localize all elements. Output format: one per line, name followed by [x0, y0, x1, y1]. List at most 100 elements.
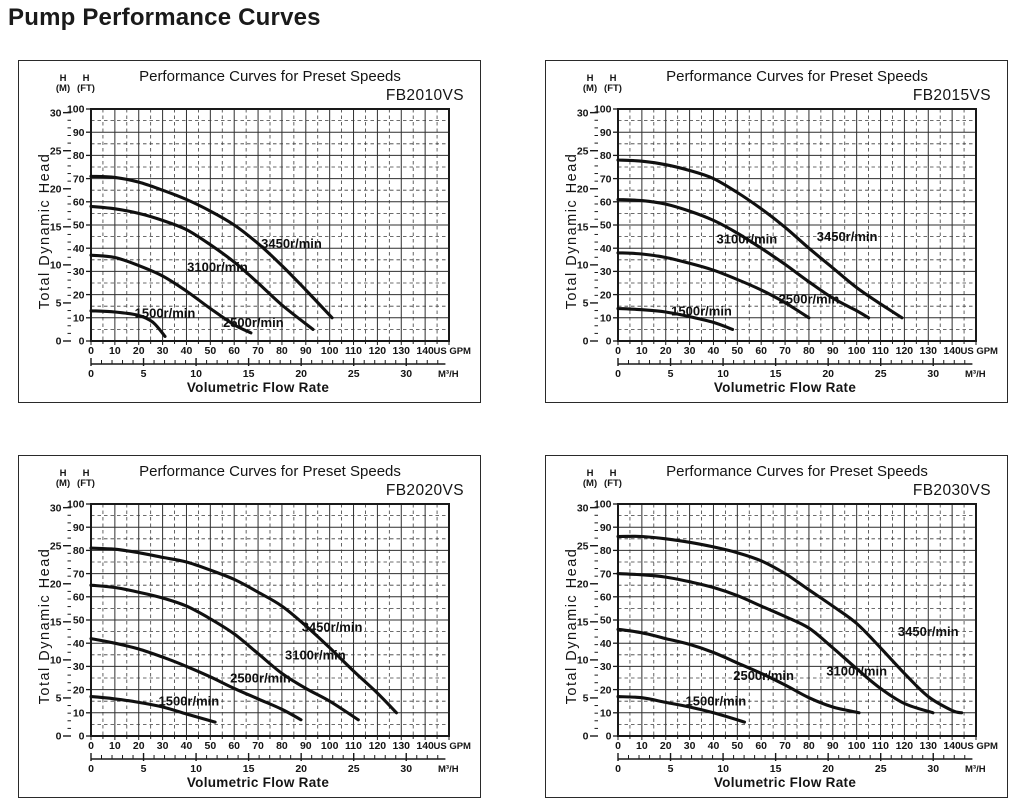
- ft-tick-label: 100: [67, 104, 85, 116]
- gpm-tick-label: 40: [181, 740, 193, 752]
- m-tick-label: 5: [56, 298, 62, 310]
- gpm-tick-label: 50: [204, 345, 216, 357]
- chart-model-label: FB2010VS: [385, 87, 464, 104]
- gpm-tick-label: 40: [708, 345, 720, 357]
- m3h-tick-label: 0: [88, 368, 94, 380]
- gpm-axis: 0 10 20 30 40 50 60 70 80 90 100 110 120 130 140 US GPM: [88, 736, 471, 752]
- gpm-tick-label: 70: [252, 740, 264, 752]
- ft-tick-label: 80: [600, 150, 612, 162]
- curve-label-3450: 3450r/min: [817, 229, 878, 244]
- curve-3450: [89, 546, 399, 715]
- y-unit-ft-line2: (FT): [604, 83, 622, 94]
- m3h-tick-label: 30: [927, 763, 939, 775]
- m3h-tick-label: 20: [822, 763, 834, 775]
- ft-tick-label: 30: [600, 661, 612, 673]
- curve-2500: [89, 253, 253, 335]
- curve-label-3100: 3100r/min: [717, 231, 778, 246]
- m3h-tick-label: 25: [348, 763, 360, 775]
- gpm-tick-label: 130: [920, 345, 938, 357]
- gpm-tick-label: 140: [943, 345, 961, 357]
- ft-tick-label: 90: [600, 127, 612, 139]
- m-tick-label: 10: [50, 260, 62, 272]
- ft-tick-label: 50: [600, 220, 612, 232]
- m-tick-label: 20: [50, 578, 62, 590]
- curves: 3450r/min 3100r/min 2500r/min 1500r/min: [616, 534, 964, 724]
- gpm-tick-label: 140: [416, 345, 434, 357]
- curve-label-3450: 3450r/min: [302, 619, 363, 634]
- curve-label-2500: 2500r/min: [230, 671, 291, 686]
- gpm-tick-label: 10: [636, 345, 648, 357]
- gpm-tick-label: 40: [181, 345, 193, 357]
- m-tick-label: 10: [577, 260, 589, 272]
- ft-axis: 0 10 20 30 40 50 60 70 80 90 100: [67, 499, 90, 743]
- m-tick-label: 20: [50, 183, 62, 195]
- gpm-tick-label: 120: [896, 345, 914, 357]
- y-unit-ft-line2: (FT): [604, 478, 622, 489]
- ft-tick-label: 70: [73, 568, 85, 580]
- m3h-unit-label: M³/H: [965, 764, 986, 775]
- ft-tick-label: 80: [73, 545, 85, 557]
- ft-tick-label: 60: [73, 592, 85, 604]
- curve-1500: [89, 695, 217, 724]
- ft-tick-label: 10: [73, 313, 85, 325]
- curve-label-1500: 1500r/min: [159, 694, 220, 709]
- gpm-tick-label: 60: [755, 740, 767, 752]
- gpm-tick-label: 10: [636, 740, 648, 752]
- y-axis-unit-ft: H (FT): [600, 74, 626, 94]
- ft-tick-label: 40: [600, 638, 612, 650]
- m3h-tick-label: 20: [295, 368, 307, 380]
- pump-chart-panel-4: Performance Curves for Preset Speeds FB2…: [545, 455, 1008, 798]
- x-axis-title: Volumetric Flow Rate: [713, 380, 857, 395]
- y-unit-m-line1: H: [59, 468, 67, 479]
- m3h-axis: 0 5 10 15 20 25 30 M³/H: [615, 753, 986, 775]
- grid: [90, 503, 450, 737]
- m-tick-label: 0: [56, 336, 62, 348]
- gpm-tick-label: 120: [369, 740, 387, 752]
- ft-tick-label: 90: [73, 522, 85, 534]
- gpm-tick-label: 30: [157, 345, 169, 357]
- gpm-tick-label: 50: [731, 345, 743, 357]
- gpm-axis: 0 10 20 30 40 50 60 70 80 90 100 110 120 130 140 US GPM: [615, 736, 998, 752]
- ft-tick-label: 90: [600, 522, 612, 534]
- m3h-tick-label: 25: [348, 368, 360, 380]
- gpm-tick-label: 90: [827, 740, 839, 752]
- m-tick-label: 10: [577, 655, 589, 667]
- m3h-axis: 0 5 10 15 20 25 30 M³/H: [88, 358, 459, 380]
- m3h-tick-label: 5: [668, 763, 674, 775]
- gpm-tick-label: 30: [157, 740, 169, 752]
- m-tick-label: 15: [50, 222, 62, 234]
- m3h-axis: 0 5 10 15 20 25 30 M³/H: [88, 753, 459, 775]
- m-axis: 0 5 10 15 20 25 30: [50, 107, 71, 348]
- curve-2500: [616, 251, 811, 320]
- y-unit-ft-line1: H: [609, 468, 617, 479]
- curve-label-1500: 1500r/min: [671, 303, 732, 318]
- m3h-tick-label: 0: [88, 763, 94, 775]
- ft-tick-label: 30: [600, 266, 612, 278]
- gpm-tick-label: 110: [872, 740, 889, 752]
- ft-tick-label: 100: [594, 499, 612, 511]
- m3h-tick-label: 15: [770, 368, 782, 380]
- m3h-tick-label: 30: [927, 368, 939, 380]
- ft-tick-label: 0: [79, 336, 85, 348]
- m3h-tick-label: 25: [875, 763, 887, 775]
- chart-title: Performance Curves for Preset Speeds: [139, 68, 401, 85]
- gpm-axis: 0 10 20 30 40 50 60 70 80 90 100 110 120 130 140 US GPM: [615, 341, 998, 357]
- gpm-axis: 0 10 20 30 40 50 60 70 80 90 100 110 120 130 140 US GPM: [88, 341, 471, 357]
- gpm-tick-label: 60: [228, 740, 240, 752]
- m-tick-label: 25: [50, 145, 62, 157]
- ft-tick-label: 40: [73, 638, 85, 650]
- chart-model-label: FB2015VS: [912, 87, 991, 104]
- curves: 3450r/min 3100r/min 2500r/min 1500r/min: [89, 546, 399, 724]
- gpm-tick-label: 100: [848, 740, 866, 752]
- gpm-tick-label: 110: [872, 345, 889, 357]
- m-tick-label: 10: [50, 655, 62, 667]
- ft-tick-label: 100: [67, 499, 85, 511]
- m3h-tick-label: 0: [615, 763, 621, 775]
- gpm-tick-label: 130: [393, 345, 411, 357]
- gpm-tick-label: 0: [88, 740, 94, 752]
- ft-tick-label: 90: [73, 127, 85, 139]
- m-tick-label: 15: [577, 222, 589, 234]
- ft-tick-label: 60: [600, 592, 612, 604]
